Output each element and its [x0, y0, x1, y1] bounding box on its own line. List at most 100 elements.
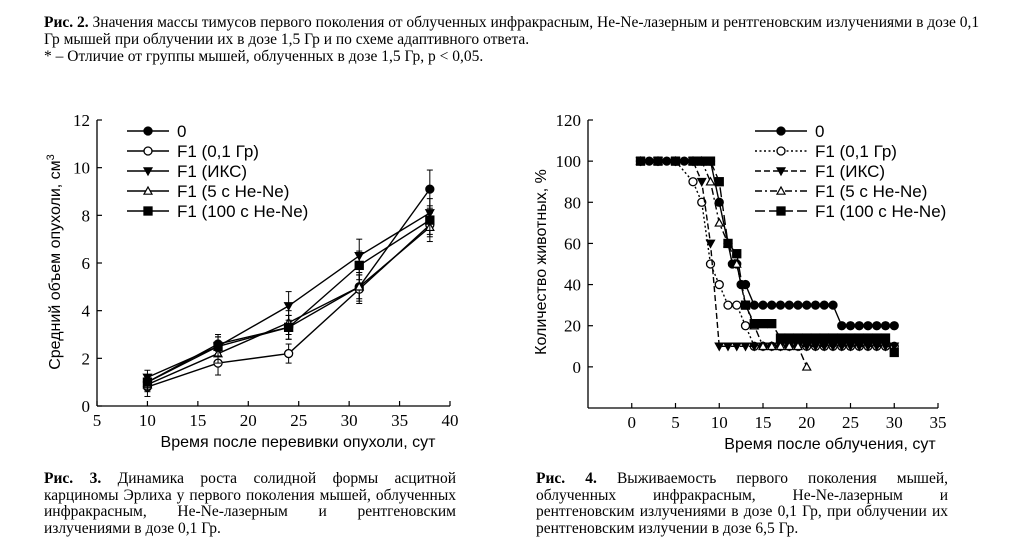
- data-point: [827, 342, 839, 352]
- x-axis-label: Время после перевивки опухоли, сут: [161, 434, 437, 451]
- legend-label: F1 (100 с He-Ne): [177, 202, 308, 221]
- y-tick-label: 4: [82, 302, 91, 321]
- x-tick-label: 40: [442, 411, 459, 430]
- legend-label: 0: [815, 122, 824, 141]
- y-tick-label: 80: [564, 193, 581, 212]
- y-axis-label-superscript: 3: [45, 154, 57, 160]
- figure-4-caption: Рис. 4. Выживаемость первого поколения м…: [536, 470, 948, 537]
- data-point: [749, 342, 760, 352]
- data-point: [880, 321, 891, 331]
- data-point: [740, 321, 751, 331]
- x-tick-label: 0: [628, 413, 637, 432]
- data-point: [862, 342, 874, 352]
- data-point: [749, 300, 759, 310]
- x-tick-label: 25: [290, 411, 307, 430]
- data-point: [705, 259, 716, 269]
- data-point: [828, 333, 838, 343]
- data-point: [714, 177, 724, 187]
- data-point: [688, 156, 698, 166]
- legend-label: F1 (ИКС): [815, 162, 885, 181]
- legend-label: F1 (ИКС): [177, 162, 247, 181]
- x-tick-label: 10: [139, 411, 156, 430]
- data-point: [757, 341, 769, 351]
- y-tick-label: 10: [73, 159, 90, 178]
- x-tick-label: 25: [842, 413, 859, 432]
- data-point: [845, 321, 856, 331]
- caption-note: * – Отличие от группы мышей, облученных …: [44, 48, 484, 65]
- caption-label: Рис. 3.: [44, 470, 102, 487]
- data-point: [775, 300, 786, 310]
- y-tick-label: 120: [556, 111, 582, 130]
- data-point: [696, 177, 707, 187]
- data-point: [854, 321, 864, 331]
- data-point: [714, 342, 725, 352]
- data-point: [740, 300, 751, 310]
- data-point: [889, 342, 900, 352]
- data-point: [810, 342, 821, 352]
- data-point: [653, 156, 663, 166]
- data-point: [872, 333, 882, 343]
- x-tick-label: 15: [189, 411, 206, 430]
- legend: 0F1 (0,1 Гр)F1 (ИКС)F1 (5 с He-Ne)F1 (10…: [127, 122, 308, 221]
- x-tick-label: 20: [240, 411, 257, 430]
- data-point: [819, 300, 829, 310]
- y-tick-label: 12: [73, 111, 90, 130]
- data-point: [836, 342, 847, 352]
- data-point: [697, 156, 707, 166]
- data-point: [784, 300, 794, 310]
- data-point: [837, 333, 847, 343]
- data-point: [802, 333, 812, 343]
- data-point: [705, 239, 716, 249]
- data-point: [722, 342, 734, 352]
- data-point: [714, 279, 724, 290]
- data-point: [740, 342, 751, 352]
- y-axis-label: Средний объем опухоли, см3: [45, 154, 64, 370]
- data-point: [802, 300, 812, 310]
- x-tick-label: 5: [671, 413, 680, 432]
- legend-label: F1 (0,1 Гр): [177, 142, 259, 161]
- legend-label: 0: [177, 122, 186, 141]
- data-point: [731, 258, 742, 268]
- data-point: [792, 341, 804, 351]
- data-point: [213, 341, 223, 352]
- data-point: [705, 156, 716, 166]
- data-point: [714, 217, 725, 227]
- data-point: [732, 249, 742, 259]
- legend-marker: [143, 146, 153, 156]
- x-tick-label: 20: [798, 413, 815, 432]
- legend-marker: [775, 185, 787, 195]
- y-tick-label: 2: [82, 349, 91, 368]
- data-point: [889, 321, 899, 331]
- legend-marker: [142, 167, 154, 177]
- data-point: [723, 300, 733, 310]
- data-point: [283, 302, 294, 312]
- data-point: [775, 333, 786, 343]
- y-axis-label: Количество животных, %: [533, 169, 550, 355]
- data-point: [828, 300, 838, 310]
- y-tick-label: 40: [564, 276, 581, 295]
- legend-marker: [143, 206, 153, 216]
- legend-marker: [776, 206, 786, 216]
- y-tick-label: 6: [82, 254, 91, 273]
- caption-text: Значения массы тимусов первого поколения…: [44, 14, 980, 48]
- data-point: [749, 319, 759, 329]
- data-point: [354, 281, 365, 291]
- data-point: [283, 322, 294, 333]
- data-point: [810, 300, 821, 310]
- data-point: [758, 319, 768, 329]
- legend-label: F1 (100 с He-Ne): [815, 202, 946, 221]
- data-point: [863, 333, 873, 343]
- x-axis-label: Время после облучения, сут: [724, 436, 936, 453]
- legend-marker: [776, 146, 786, 156]
- data-point: [705, 176, 716, 186]
- legend-marker: [142, 185, 154, 195]
- series-4: [635, 156, 899, 358]
- y-tick-label: 100: [556, 152, 582, 171]
- data-point: [837, 321, 847, 331]
- y-tick-label: 8: [82, 206, 91, 225]
- legend-label: F1 (5 с He-Ne): [177, 182, 289, 201]
- y-tick-label: 0: [573, 358, 582, 377]
- data-point: [845, 342, 856, 352]
- data-point: [670, 156, 681, 166]
